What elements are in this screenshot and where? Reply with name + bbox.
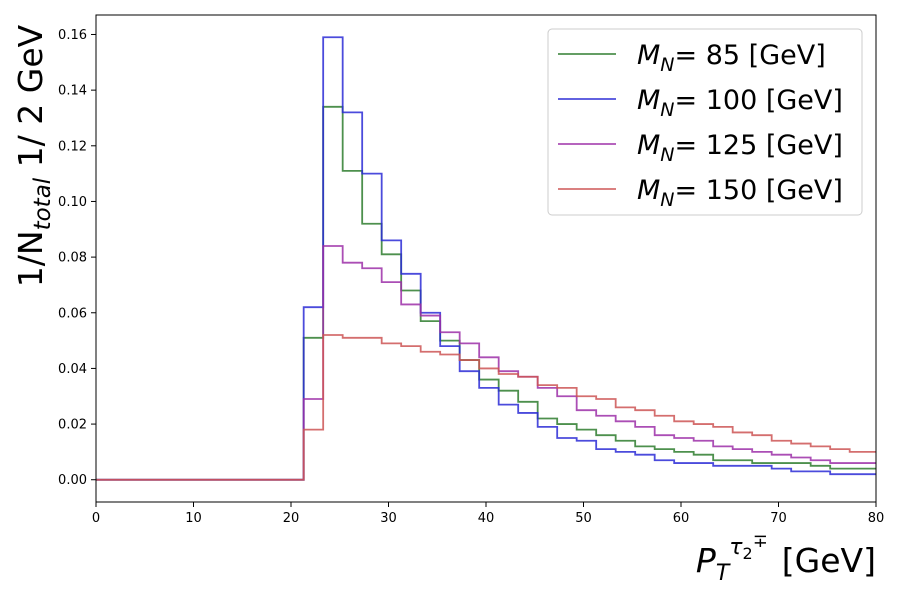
y-tick-label: 0.02	[58, 418, 87, 433]
y-tick-label: 0.14	[58, 84, 87, 99]
x-tick-label: 60	[673, 511, 690, 526]
y-axis-title-suffix: 1/ 2 GeV	[11, 24, 50, 177]
y-axis-title-sub: total	[30, 177, 56, 230]
legend-label: MN= 100 [GeV]	[637, 85, 843, 121]
x-axis-title-sub: T	[716, 561, 731, 586]
legend-label: MN= 125 [GeV]	[637, 130, 843, 166]
series-line-3	[96, 334, 876, 481]
x-tick-label: 40	[478, 511, 495, 526]
y-tick-label: 0.12	[58, 139, 87, 154]
y-tick-label: 0.10	[58, 195, 87, 210]
x-tick-label: 50	[575, 511, 592, 526]
y-axis: 0.00 0.02 0.04 0.06 0.08 0.10 0.12 0.14 0.16	[58, 28, 96, 488]
y-tick-label: 0.04	[58, 362, 87, 377]
series-line-1	[96, 36, 876, 481]
x-tick-label: 80	[868, 511, 885, 526]
x-axis: 0 10 20 30 40 50 60 70 80	[92, 502, 884, 526]
x-axis-title-sup-sign: ∓	[753, 531, 768, 552]
x-axis-title-unit: [GeV]	[782, 541, 876, 580]
legend: MN= 85 [GeV] MN= 100 [GeV] MN= 125 [GeV] MN…	[547, 28, 863, 216]
x-tick-label: 30	[380, 511, 397, 526]
y-tick-label: 0.06	[58, 306, 87, 321]
x-tick-label: 10	[185, 511, 202, 526]
series-layer	[96, 36, 876, 481]
legend-label: MN= 150 [GeV]	[637, 175, 843, 211]
legend-label: MN= 85 [GeV]	[637, 40, 826, 76]
y-axis-title-prefix: 1/N	[11, 230, 50, 287]
x-axis-title-main: P	[696, 541, 716, 580]
x-axis-title: PTτ2∓ [GeV]	[696, 531, 876, 586]
x-tick-label: 0	[92, 511, 100, 526]
y-tick-label: 0.16	[58, 28, 87, 43]
x-tick-label: 20	[283, 511, 300, 526]
x-axis-title-sup-main: τ	[729, 535, 743, 560]
y-axis-title: 1/Ntotal 1/ 2 GeV	[11, 24, 56, 287]
legend-box	[547, 28, 863, 216]
x-tick-label: 70	[770, 511, 787, 526]
y-tick-label: 0.00	[58, 473, 87, 488]
y-tick-label: 0.08	[58, 251, 87, 266]
x-axis-title-sup-sub: 2	[743, 544, 753, 563]
